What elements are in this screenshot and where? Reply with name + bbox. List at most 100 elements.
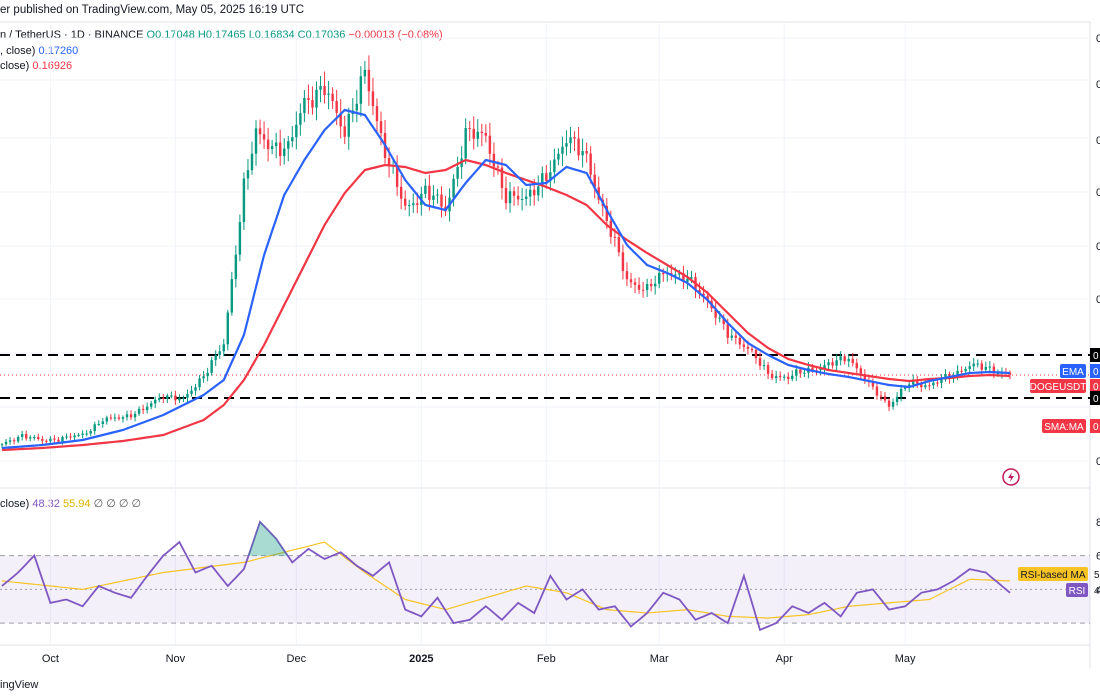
candle-body bbox=[541, 173, 544, 187]
candle-body bbox=[65, 436, 68, 438]
time-axis-label: 2025 bbox=[409, 653, 433, 665]
sma-legend-value: 0.16926 bbox=[32, 60, 73, 72]
candle-body bbox=[589, 153, 592, 175]
candle-body bbox=[186, 394, 189, 398]
candle-body bbox=[557, 153, 560, 160]
ema-tag-value: 0 bbox=[1093, 367, 1099, 378]
candle-body bbox=[912, 379, 915, 385]
candle-body bbox=[702, 293, 705, 296]
candle-body bbox=[206, 372, 209, 377]
candle-body bbox=[956, 370, 959, 377]
time-axis-label: Feb bbox=[537, 653, 556, 665]
candle-body bbox=[730, 335, 734, 338]
candle-body bbox=[762, 365, 766, 367]
candle-body bbox=[787, 376, 790, 379]
candle-body bbox=[722, 317, 725, 325]
candle-body bbox=[984, 366, 988, 370]
candle-body bbox=[879, 395, 883, 397]
candle-body bbox=[658, 272, 661, 284]
candle-body bbox=[12, 440, 16, 442]
candle-body bbox=[645, 283, 649, 291]
candle-body bbox=[690, 277, 693, 279]
tradingview-logo[interactable]: ingView bbox=[0, 679, 39, 691]
candle-body bbox=[331, 93, 334, 102]
sma-legend[interactable]: close) 0.16926 bbox=[0, 60, 72, 72]
price-axis-label: 0 bbox=[1096, 79, 1100, 91]
candle-body bbox=[508, 191, 512, 204]
candle-body bbox=[303, 97, 306, 114]
candle-body bbox=[932, 382, 935, 386]
candle-body bbox=[335, 101, 338, 113]
candle-body bbox=[125, 414, 129, 418]
candle-body bbox=[875, 386, 879, 396]
candle-body bbox=[0, 444, 4, 446]
sma-line bbox=[1, 158, 1011, 452]
candle-body bbox=[496, 166, 500, 168]
sma-legend-label: close) bbox=[0, 60, 30, 72]
candle-body bbox=[33, 437, 36, 439]
candle-body bbox=[782, 376, 786, 378]
candle-body bbox=[1008, 372, 1012, 375]
candle-body bbox=[924, 385, 927, 388]
candle-body bbox=[408, 205, 411, 207]
candle-body bbox=[266, 139, 270, 149]
rsi-ma-tag-value: 5 bbox=[1094, 570, 1100, 581]
candle-body bbox=[528, 189, 532, 197]
candle-body bbox=[319, 86, 322, 90]
candle-body bbox=[158, 397, 161, 400]
candle-body bbox=[468, 128, 471, 130]
candle-body bbox=[750, 348, 754, 351]
rsi-ma-line bbox=[1, 541, 1011, 619]
rsi-legend[interactable]: close) 48.32 55.94 ∅ ∅ ∅ ∅ bbox=[0, 497, 141, 510]
candle-body bbox=[476, 131, 479, 139]
candle-body bbox=[480, 131, 484, 134]
candle-body bbox=[230, 279, 234, 313]
candle-body bbox=[758, 358, 762, 366]
candle-body bbox=[436, 194, 439, 196]
candle-body bbox=[621, 252, 625, 272]
candle-body bbox=[359, 76, 363, 104]
candle-body bbox=[37, 437, 40, 439]
candle-body bbox=[561, 146, 564, 154]
candle-body bbox=[93, 424, 96, 432]
candle-body bbox=[97, 424, 100, 426]
candle-body bbox=[456, 166, 459, 179]
candle-body bbox=[198, 378, 201, 388]
candle-body bbox=[141, 408, 145, 411]
price-axis-label: 0 bbox=[1096, 187, 1100, 199]
time-axis-label: Dec bbox=[287, 653, 307, 665]
candle-body bbox=[726, 324, 729, 338]
candle-body bbox=[387, 158, 391, 166]
time-axis-label: Nov bbox=[166, 653, 186, 665]
candle-body bbox=[903, 387, 907, 389]
candle-body bbox=[641, 289, 645, 291]
candle-body bbox=[214, 354, 217, 361]
candle-body bbox=[395, 165, 399, 187]
candle-body bbox=[343, 126, 346, 137]
rsi-ma-legend-value: 55.94 bbox=[63, 498, 91, 510]
candle-body bbox=[863, 374, 867, 382]
rsi-axis-label: 8 bbox=[1096, 517, 1100, 529]
candle-body bbox=[851, 358, 854, 364]
candle-body bbox=[16, 436, 20, 442]
candle-body bbox=[363, 69, 367, 77]
candle-body bbox=[855, 363, 858, 369]
candle-body bbox=[778, 376, 782, 378]
ema-legend[interactable]: , close) 0.17260 bbox=[0, 45, 78, 57]
candle-body bbox=[162, 397, 165, 399]
lightning-icon[interactable] bbox=[1002, 468, 1020, 486]
candle-body bbox=[367, 69, 371, 92]
rsi-legend-label: close) bbox=[0, 498, 30, 510]
candle-body bbox=[428, 185, 431, 200]
candle-body bbox=[278, 142, 282, 157]
candle-body bbox=[190, 390, 193, 395]
ema-legend-value: 0.17260 bbox=[38, 45, 79, 57]
support-resistance-levels[interactable] bbox=[0, 354, 1090, 399]
candle-body bbox=[29, 437, 32, 439]
ema-legend-label: , close) bbox=[0, 45, 36, 57]
candle-body bbox=[678, 273, 681, 275]
candle-body bbox=[968, 366, 971, 369]
candle-body bbox=[936, 382, 939, 384]
candle-body bbox=[839, 356, 842, 361]
